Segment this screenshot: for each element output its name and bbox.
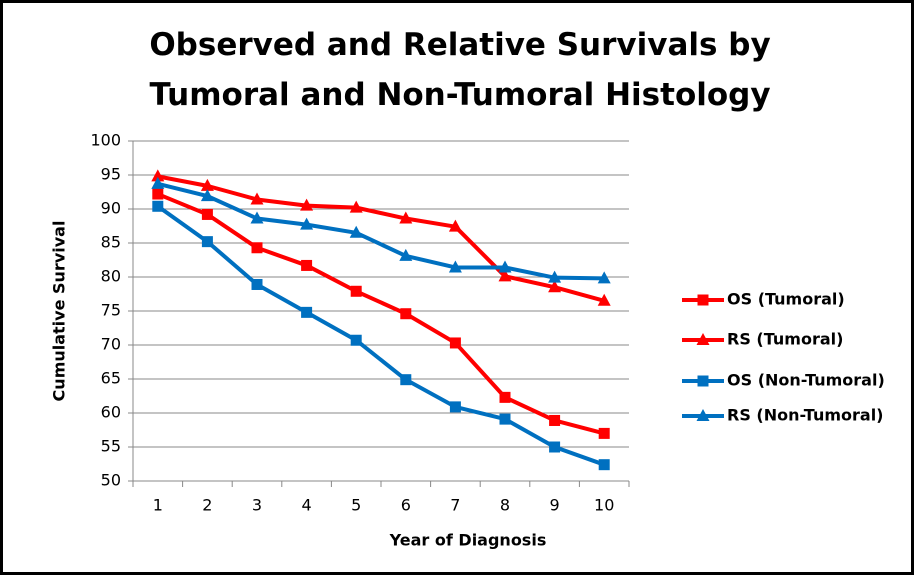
marker	[498, 269, 512, 282]
marker	[301, 306, 313, 318]
marker	[498, 260, 512, 273]
marker	[399, 211, 413, 224]
x-tick-label: 7	[450, 496, 460, 515]
x-tick-label: 4	[302, 496, 312, 515]
marker	[598, 427, 610, 439]
y-tick-label: 55	[101, 437, 121, 456]
legend-label: RS (Non-Tumoral)	[727, 406, 883, 425]
marker	[151, 176, 165, 189]
x-tick-label: 2	[202, 496, 212, 515]
y-tick-label: 60	[101, 403, 121, 422]
x-axis-label: Year of Diagnosis	[389, 531, 547, 550]
legend-marker	[697, 294, 709, 306]
y-tick-label: 65	[101, 369, 121, 388]
marker	[251, 242, 263, 254]
marker	[152, 200, 164, 212]
legend-marker	[696, 333, 710, 345]
x-tick-label: 10	[594, 496, 614, 515]
x-tick-label: 6	[401, 496, 411, 515]
y-tick-label: 95	[101, 165, 121, 184]
series-line	[157, 192, 605, 436]
marker	[548, 270, 562, 283]
marker	[151, 169, 165, 182]
legend-marker	[697, 375, 709, 387]
marker	[349, 225, 363, 238]
x-tick-label: 9	[550, 496, 560, 515]
marker	[549, 414, 561, 426]
x-tick-label: 1	[153, 496, 163, 515]
marker	[448, 219, 462, 232]
marker	[350, 334, 362, 346]
marker	[597, 271, 611, 284]
series-line	[157, 181, 605, 281]
marker	[250, 192, 264, 205]
series-line	[157, 174, 605, 303]
y-tick-label: 50	[101, 471, 121, 490]
marker	[549, 441, 561, 453]
y-tick-label: 100	[90, 131, 121, 150]
marker	[349, 200, 363, 213]
legend-label: OS (Non-Tumoral)	[727, 371, 885, 390]
marker	[449, 401, 461, 413]
legend-label: OS (Tumoral)	[727, 290, 845, 309]
x-tick-label: 5	[351, 496, 361, 515]
marker	[400, 374, 412, 386]
marker	[597, 293, 611, 306]
marker	[448, 260, 462, 273]
marker	[350, 285, 362, 297]
marker	[201, 236, 213, 248]
marker	[200, 189, 214, 202]
marker	[400, 308, 412, 320]
marker	[499, 413, 511, 425]
series-line	[156, 204, 605, 467]
y-tick-label: 70	[101, 335, 121, 354]
y-axis-label: Cumulative Survival	[50, 221, 69, 402]
marker	[300, 198, 314, 211]
marker	[300, 217, 314, 230]
marker	[152, 188, 164, 200]
marker	[250, 211, 264, 224]
marker	[499, 391, 511, 403]
chart-title: Observed and Relative Survivals by Tumor…	[149, 27, 771, 113]
marker	[548, 280, 562, 293]
y-tick-label: 90	[101, 199, 121, 218]
marker	[251, 278, 263, 290]
marker	[201, 208, 213, 220]
marker	[449, 337, 461, 349]
x-tick-label: 3	[252, 496, 262, 515]
legend-marker	[696, 409, 710, 421]
y-tick-label: 80	[101, 267, 121, 286]
y-tick-label: 75	[101, 301, 121, 320]
marker	[200, 178, 214, 191]
marker	[399, 248, 413, 261]
x-tick-label: 8	[500, 496, 510, 515]
marker	[598, 459, 610, 471]
y-tick-label: 85	[101, 233, 121, 252]
legend-label: RS (Tumoral)	[727, 330, 843, 349]
marker	[301, 259, 313, 271]
